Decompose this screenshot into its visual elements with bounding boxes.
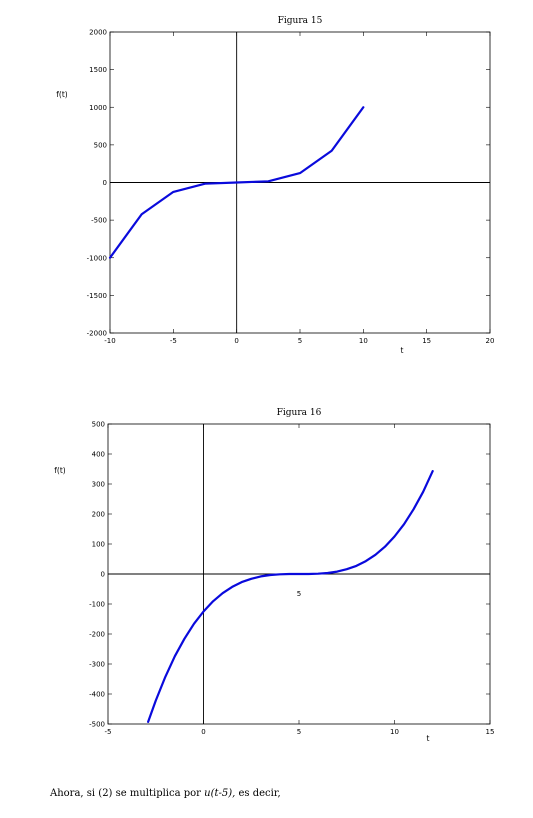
y-tick-label: 0 [103, 179, 107, 187]
y-axis-label: f(t) [56, 90, 68, 99]
y-tick-label: -1500 [87, 292, 107, 300]
x-tick-label: 15 [486, 728, 495, 736]
y-tick-label: 100 [92, 541, 105, 549]
x-tick-label: 0 [234, 337, 238, 345]
y-tick-label: 0 [101, 571, 105, 579]
body-paragraph: Ahora, si (2) se multiplica por u(t-5), … [50, 788, 281, 799]
x-tick-label: -5 [105, 728, 112, 736]
x-tick-label: 5 [297, 728, 301, 736]
y-tick-label: 300 [92, 481, 105, 489]
x-tick-label: 20 [486, 337, 495, 345]
x-axis-label: t [401, 346, 404, 355]
paragraph-text-italic: u(t-5), [204, 788, 236, 799]
x-tick-label: 15 [422, 337, 431, 345]
x-tick-label: 10 [390, 728, 399, 736]
x-tick-label: 10 [359, 337, 368, 345]
figura-16-chart: -5 0 5 10 15 -500 -400 -300 -200 -100 0 100 200 300 40… [54, 408, 494, 743]
paragraph-text-end: es decir, [235, 788, 281, 799]
series-line [108, 106, 365, 259]
chart-title: Figura 15 [278, 16, 323, 26]
y-tick-label: -300 [89, 661, 105, 669]
figura-15-chart: -10 -5 0 5 10 15 20 -2000 -1500 -1000 -500 0 500 1000… [56, 16, 494, 355]
y-tick-label: 200 [92, 511, 105, 519]
y-tick-label: -1000 [87, 254, 107, 262]
y-tick-label: -100 [89, 601, 105, 609]
y-tick-label: -500 [89, 721, 105, 729]
x-tick-label: -10 [104, 337, 115, 345]
paragraph-text-start: Ahora, si (2) se multiplica por [50, 788, 205, 799]
series-line [147, 470, 434, 724]
y-tick-label: 500 [92, 421, 105, 429]
x-tick-label: -5 [170, 337, 177, 345]
y-tick-label: 500 [94, 141, 107, 149]
y-tick-label: -2000 [87, 330, 107, 338]
x-tick-label: 5 [298, 337, 302, 345]
y-tick-label: 2000 [89, 29, 107, 37]
y-tick-label: -200 [89, 631, 105, 639]
x-axis-label: t [427, 734, 430, 743]
y-axis-label: f(t) [54, 466, 66, 475]
x-tick-label: 0 [201, 728, 205, 736]
y-tick-label: -400 [89, 691, 105, 699]
chart-title: Figura 16 [277, 408, 322, 418]
y-tick-label: -500 [91, 217, 107, 225]
chart-annotation: 5 [297, 590, 301, 598]
y-tick-label: 1000 [89, 104, 107, 112]
y-tick-label: 400 [92, 451, 105, 459]
y-tick-label: 1500 [89, 66, 107, 74]
